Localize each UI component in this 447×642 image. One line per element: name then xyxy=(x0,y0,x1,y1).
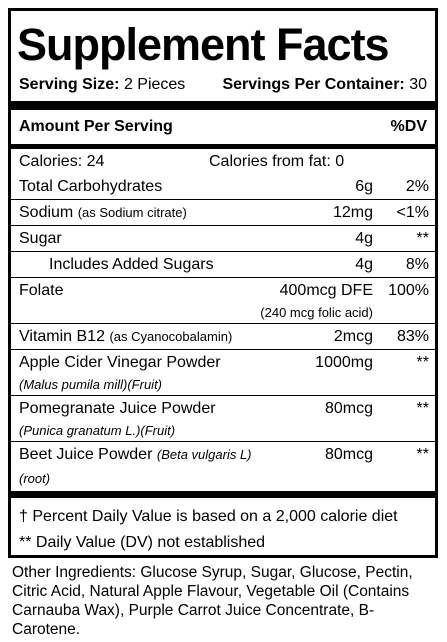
nutrient-name-cell: Apple Cider Vinegar Powder (Malus pumila … xyxy=(19,351,253,395)
nutrient-name-cell: Sodium (as Sodium citrate) xyxy=(19,201,253,225)
nutrient-source: (Beta vulgaris L)(root) xyxy=(19,447,252,486)
calories: Calories: 24 xyxy=(19,153,105,170)
daily-value: 83% xyxy=(396,328,429,345)
nutrient-name: Vitamin B12 xyxy=(19,328,105,345)
daily-value: <1% xyxy=(396,204,429,221)
amount-cell: 12mg xyxy=(253,201,373,225)
nutrient-name: Folate xyxy=(19,282,64,299)
daily-value: ** xyxy=(416,400,429,417)
amount-cell: 2mcg xyxy=(253,325,373,349)
footnote: ** Daily Value (DV) not established xyxy=(19,534,266,551)
amount-note: (240 mcg folic acid) xyxy=(260,305,373,320)
amount-cell: 1000mg xyxy=(253,351,373,395)
nutrient-row: Includes Added Sugars 4g 8% xyxy=(11,251,435,277)
serving-size-label: Serving Size: xyxy=(19,76,120,93)
nutrient-row: Beet Juice Powder (Beta vulgaris L)(root… xyxy=(11,441,435,491)
amount-cell: 80mcg xyxy=(253,397,373,441)
nutrient-rows: Total Carbohydrates 6g 2% Sodium (as Sodium… xyxy=(11,174,435,491)
servings-value: 30 xyxy=(409,76,427,93)
nutrient-name: Sugar xyxy=(19,230,62,247)
servings: Servings Per Container: 30 xyxy=(222,73,427,97)
nutrient-name: Apple Cider Vinegar Powder xyxy=(19,354,221,371)
amount: 80mcg xyxy=(324,400,373,417)
calories-fat: Calories from fat: 0 xyxy=(209,153,345,170)
amount: 2mcg xyxy=(333,328,373,345)
nutrient-row: Apple Cider Vinegar Powder (Malus pumila … xyxy=(11,349,435,395)
nutrient-source: (Malus pumila mill)(Fruit) xyxy=(19,377,163,392)
amount: 6g xyxy=(355,178,373,195)
nutrient-name-cell: Beet Juice Powder (Beta vulgaris L)(root… xyxy=(19,443,253,491)
nutrient-name-cell: Includes Added Sugars xyxy=(19,253,253,277)
nutrient-row: Pomegranate Juice Powder (Punica granatum… xyxy=(11,395,435,441)
amount: 4g xyxy=(355,256,373,273)
thick-rule xyxy=(11,491,435,498)
amount-cell: 400mcg DFE (240 mcg folic acid) xyxy=(203,279,373,323)
nutrient-name-cell: Folate xyxy=(19,279,203,323)
amount: 1000mg xyxy=(315,354,373,371)
daily-value: 8% xyxy=(405,256,429,273)
daily-value: ** xyxy=(416,230,429,247)
daily-value: ** xyxy=(416,446,429,463)
medium-rule xyxy=(11,144,435,149)
nutrient-row: Folate 400mcg DFE (240 mcg folic acid) 100% xyxy=(11,277,435,323)
amount-header: Amount Per Serving xyxy=(19,118,173,135)
calories-row: Calories: 24 Calories from fat: 0 xyxy=(11,149,435,174)
nutrient-name: Pomegranate Juice Powder xyxy=(19,400,216,417)
amount-cell: 4g xyxy=(253,253,373,277)
nutrient-detail: (as Sodium citrate) xyxy=(77,205,187,220)
amount: 4g xyxy=(355,230,373,247)
dv-header: %DV xyxy=(390,118,427,135)
nutrient-row: Total Carbohydrates 6g 2% xyxy=(11,174,435,199)
footnote: † Percent Daily Value is based on a 2,00… xyxy=(19,508,398,525)
nutrient-name-cell: Sugar xyxy=(19,227,253,251)
thick-rule xyxy=(11,101,435,110)
nutrient-name: Includes Added Sugars xyxy=(49,256,214,273)
amount-cell: 80mcg xyxy=(253,443,373,491)
facts-panel: Supplement Facts Serving Size: 2 Pieces … xyxy=(8,8,438,558)
amount: 400mcg DFE xyxy=(279,282,373,299)
nutrient-name-cell: Vitamin B12 (as Cyanocobalamin) xyxy=(19,325,253,349)
serving-line: Serving Size: 2 Pieces Servings Per Cont… xyxy=(11,73,435,97)
nutrient-row: Sugar 4g ** xyxy=(11,225,435,251)
footnotes: † Percent Daily Value is based on a 2,00… xyxy=(11,498,435,556)
amount: 12mg xyxy=(332,204,373,221)
amount-cell: 6g xyxy=(253,175,373,199)
nutrient-name: Sodium xyxy=(19,204,74,221)
nutrient-row: Vitamin B12 (as Cyanocobalamin) 2mcg 83% xyxy=(11,323,435,349)
nutrient-name-cell: Total Carbohydrates xyxy=(19,175,253,199)
daily-value: ** xyxy=(416,354,429,371)
serving-size-value: 2 Pieces xyxy=(123,76,186,93)
title: Supplement Facts xyxy=(17,19,390,70)
serving-size: Serving Size: 2 Pieces xyxy=(19,73,185,97)
other-ingredients: Other Ingredients: Glucose Syrup, Sugar,… xyxy=(12,564,413,638)
nutrient-row: Sodium (as Sodium citrate) 12mg <1% xyxy=(11,199,435,225)
nutrient-source: (Punica granatum L.)(Fruit) xyxy=(19,423,176,438)
nutrient-name: Total Carbohydrates xyxy=(19,178,163,195)
header-row: Amount Per Serving %DV xyxy=(11,110,435,144)
amount: 80mcg xyxy=(324,446,373,463)
daily-value: 2% xyxy=(405,178,429,195)
daily-value: 100% xyxy=(388,282,429,299)
nutrient-name-cell: Pomegranate Juice Powder (Punica granatum… xyxy=(19,397,253,441)
nutrient-name: Beet Juice Powder xyxy=(19,446,153,463)
servings-label: Servings Per Container: xyxy=(222,76,405,93)
amount-cell: 4g xyxy=(253,227,373,251)
nutrient-detail: (as Cyanocobalamin) xyxy=(109,329,233,344)
